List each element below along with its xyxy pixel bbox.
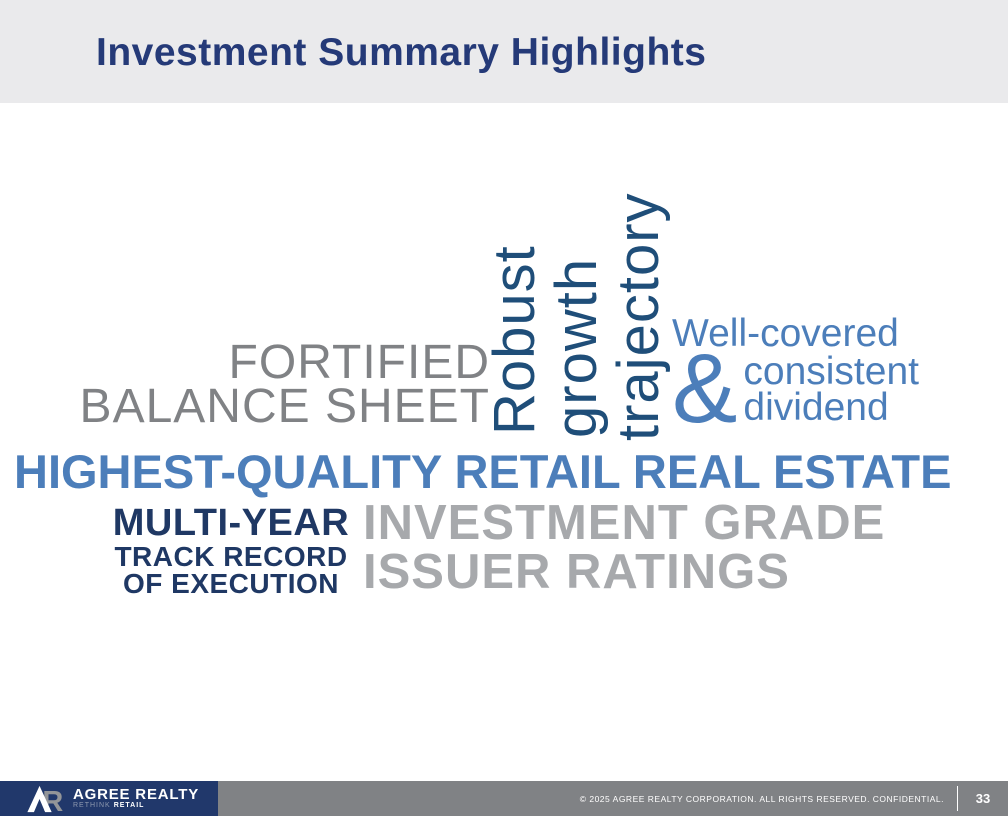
agree-realty-logo-icon: R bbox=[27, 785, 63, 813]
tagline-rethink: RETHINK bbox=[73, 802, 111, 809]
footer-legal-section: © 2025 AGREE REALTY CORPORATION. ALL RIG… bbox=[218, 781, 1008, 816]
investment-grade-line: INVESTMENT GRADE bbox=[363, 496, 886, 550]
copyright-text: © 2025 AGREE REALTY CORPORATION. ALL RIG… bbox=[579, 793, 944, 804]
multi-year-line: MULTI-YEAR bbox=[112, 502, 350, 544]
of-execution-line: OF EXECUTION bbox=[122, 568, 339, 599]
ampersand-row: & consistent dividend bbox=[672, 339, 919, 437]
word-robust: Robust bbox=[482, 245, 547, 435]
balance-sheet-line: BALANCE SHEET bbox=[79, 380, 490, 433]
ampersand-glyph: & bbox=[672, 333, 738, 443]
word-investment-grade-ratings: INVESTMENT GRADE ISSUER RATINGS bbox=[363, 499, 885, 597]
track-record-line: TRACK RECORD bbox=[114, 541, 348, 572]
page-title: Investment Summary Highlights bbox=[96, 31, 707, 74]
consistent-dividend-column: consistent dividend bbox=[743, 350, 919, 429]
dividend-line: dividend bbox=[743, 386, 889, 429]
consistent-line: consistent bbox=[743, 350, 919, 393]
word-well-covered-dividend: Well-covered & consistent dividend bbox=[672, 312, 919, 438]
footer-bar: R AGREE REALTY RETHINK RETAIL © 2025 AGR… bbox=[0, 781, 1008, 816]
word-highest-quality-retail-real-estate: HIGHEST-QUALITY RETAIL REAL ESTATE bbox=[14, 445, 952, 498]
well-covered-line: Well-covered bbox=[672, 312, 899, 355]
tagline-retail: RETAIL bbox=[113, 802, 145, 809]
brand-name: AGREE REALTY bbox=[73, 786, 199, 803]
word-trajectory: trajectory bbox=[606, 192, 671, 441]
brand-tagline: RETHINK RETAIL bbox=[73, 802, 199, 810]
logo-letter-a-shape bbox=[27, 785, 52, 812]
brand-text-block: AGREE REALTY RETHINK RETAIL bbox=[73, 787, 199, 810]
issuer-ratings-line: ISSUER RATINGS bbox=[363, 545, 790, 599]
page-number: 33 bbox=[975, 791, 991, 806]
footer-divider bbox=[957, 786, 958, 811]
header-band: Investment Summary Highlights bbox=[0, 0, 1008, 103]
word-multi-year-track-record: MULTI-YEAR TRACK RECORD OF EXECUTION bbox=[96, 502, 366, 599]
word-fortified-balance-sheet: FORTIFIED BALANCE SHEET bbox=[40, 336, 490, 433]
word-growth: growth bbox=[544, 257, 609, 438]
footer-brand-section: R AGREE REALTY RETHINK RETAIL bbox=[0, 781, 218, 816]
fortified-line: FORTIFIED bbox=[228, 336, 490, 389]
